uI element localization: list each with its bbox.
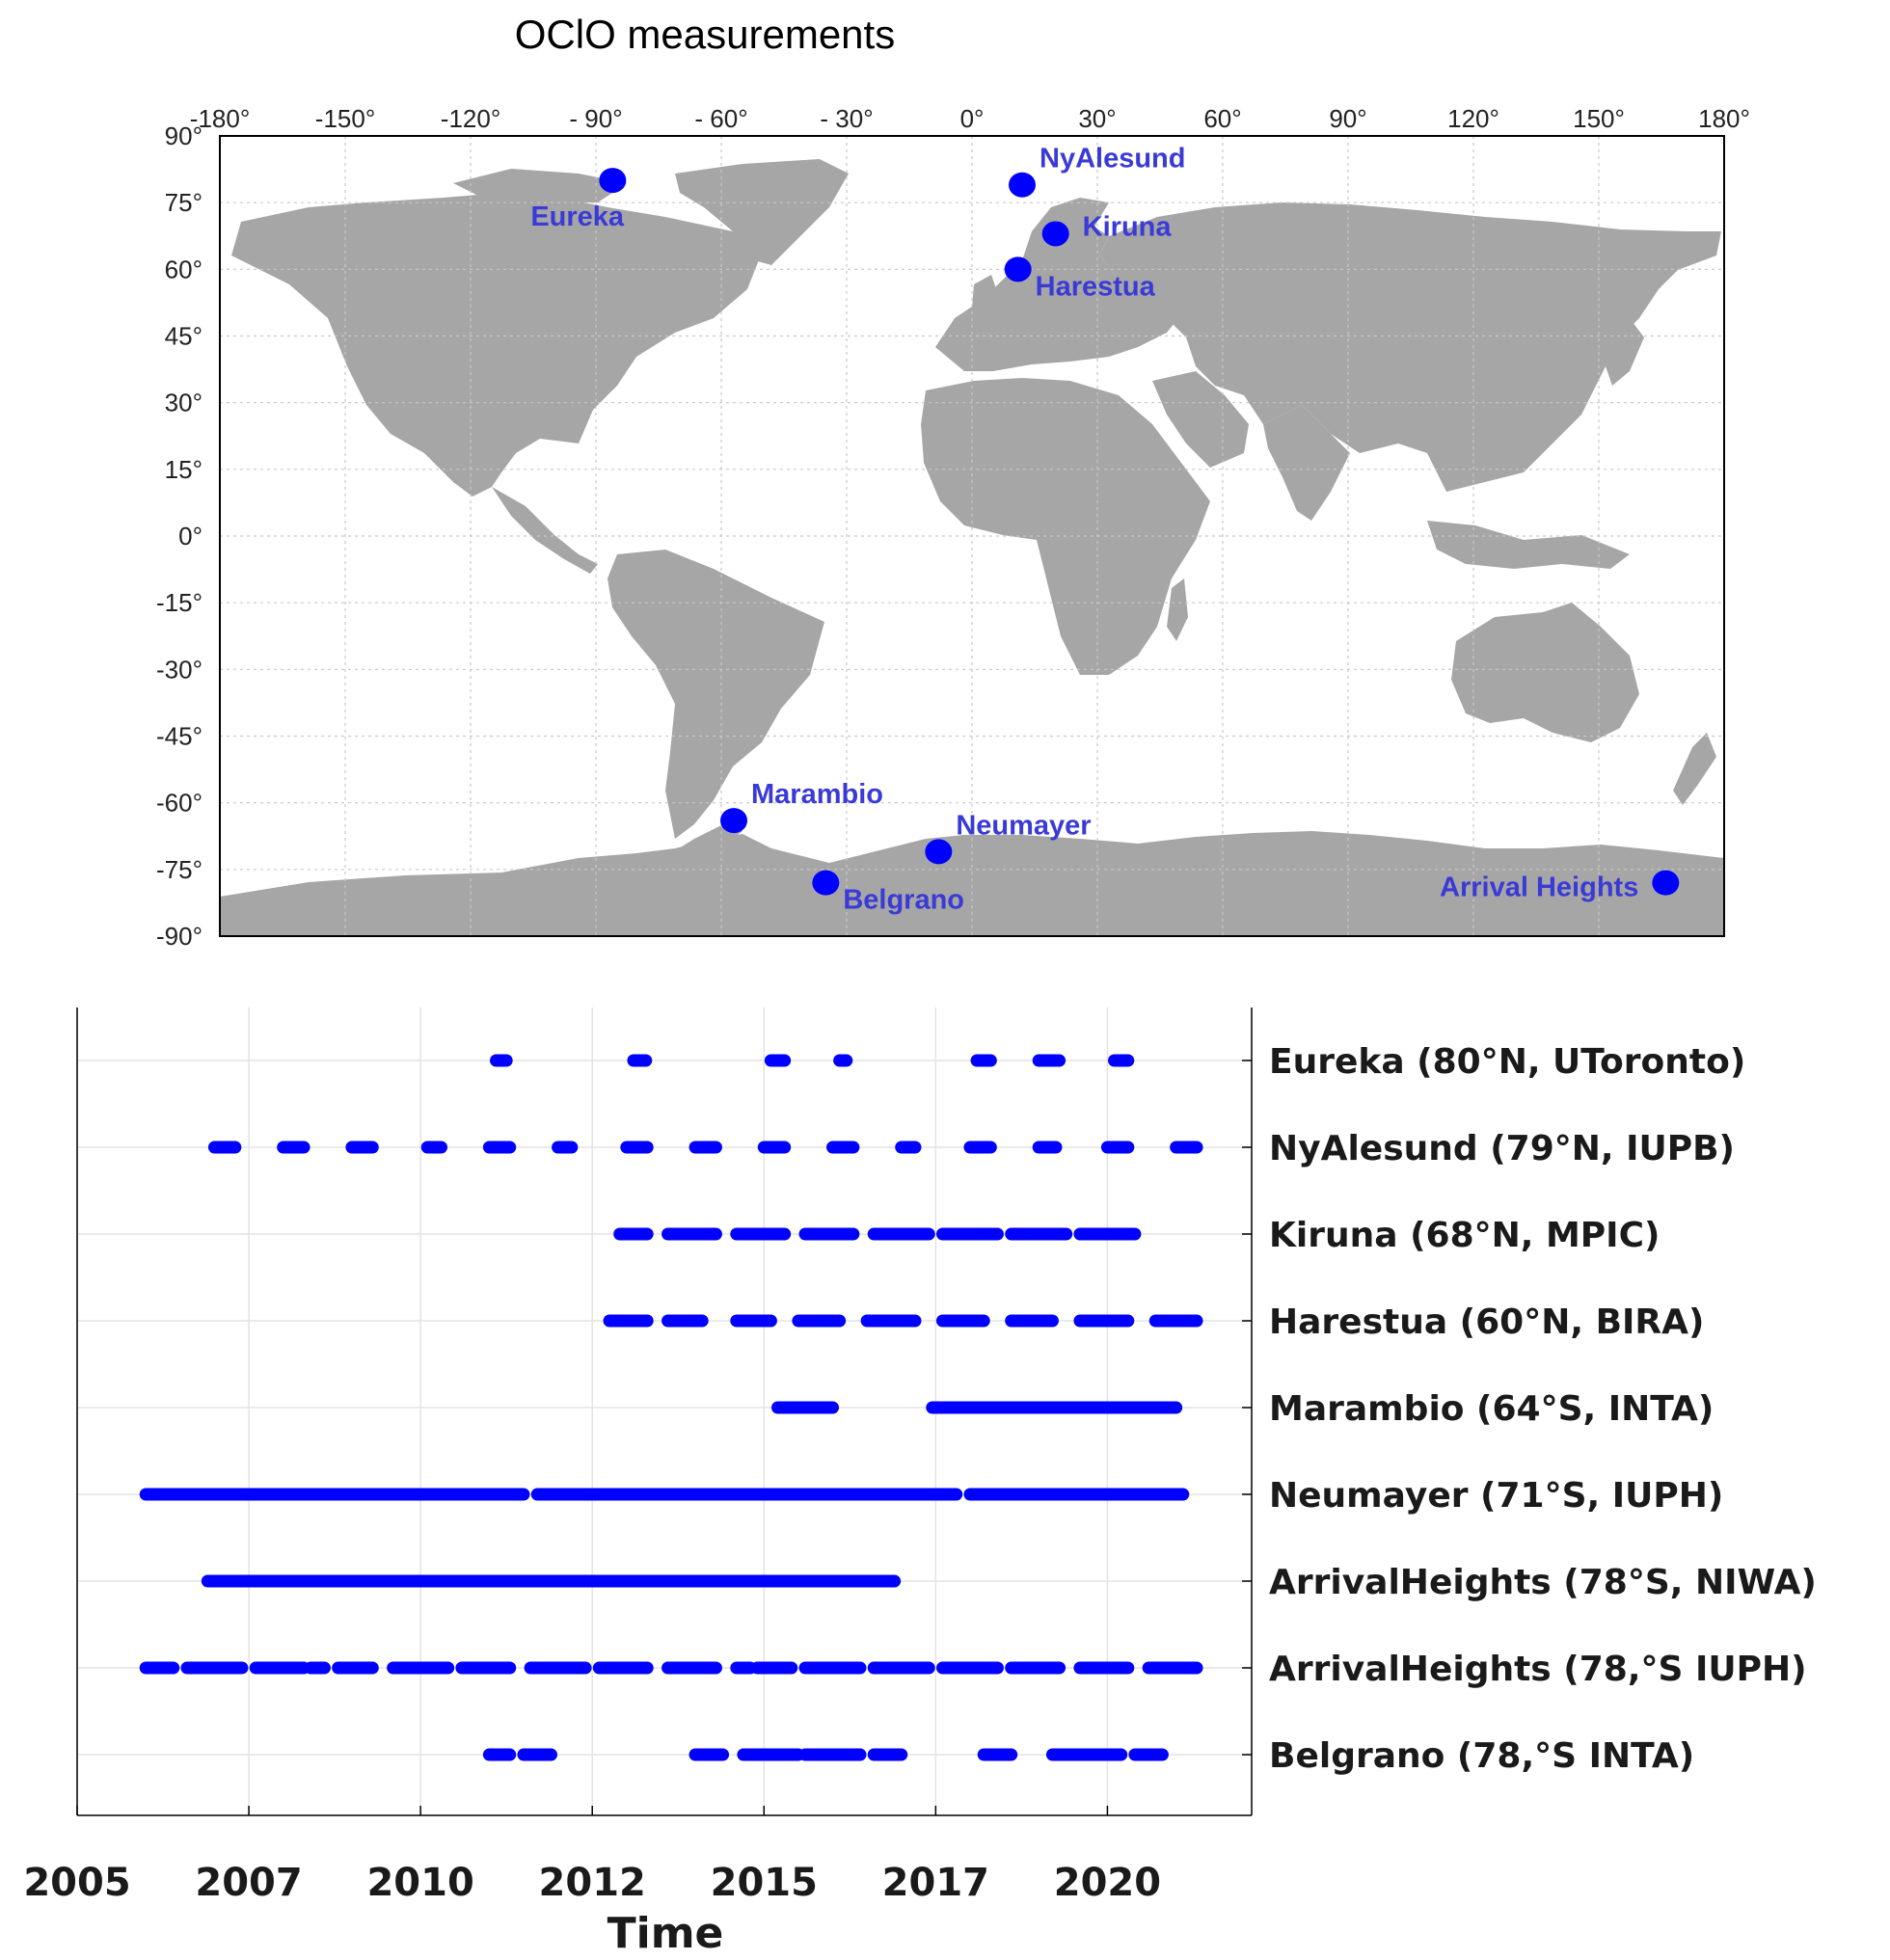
timeline-station-label: Marambio (64°S, INTA) xyxy=(1269,1389,1714,1429)
map-frame xyxy=(219,135,1725,937)
timeline-tick-label: 2007 xyxy=(195,1861,302,1905)
map-stations: Eureka NyAlesund Kiruna Harestua Marambio Neu… xyxy=(530,144,1680,916)
timeline-station-labels: Eureka (80°N, UToronto) NyAlesund (79°N, … xyxy=(1242,1042,1817,1776)
timeline-station-label: ArrivalHeights (78,°S IUPH) xyxy=(1269,1650,1807,1689)
map-latitude-tick-label: -60° xyxy=(156,789,202,818)
station-marker xyxy=(812,870,840,896)
map-longitude-tick-label: -150° xyxy=(315,104,375,133)
map-latitude-tick-label: -75° xyxy=(156,855,202,884)
map-latitude-tick-label: 60° xyxy=(165,255,202,283)
map-latitude-tick-label: 30° xyxy=(165,389,202,417)
map-latitude-tick-label: 90° xyxy=(165,121,202,150)
station-marker xyxy=(925,839,953,865)
land-madagascar xyxy=(1167,578,1188,641)
land-south-america xyxy=(608,550,824,839)
station-label: Harestua xyxy=(1036,271,1156,302)
map-latitude-tick-label: 15° xyxy=(165,455,202,484)
map-latitude-tick-label: -30° xyxy=(156,655,202,684)
land-europe xyxy=(935,224,1186,371)
map-longitude-tick-label: 30° xyxy=(1078,104,1116,133)
map-latitude-ticks: 90° 75° 60° 45° 30° 15° 0° -15° -30° -45° -60° -75°… xyxy=(156,121,202,951)
timeline-station-label: Neumayer (71°S, IUPH) xyxy=(1269,1476,1723,1516)
station-marker xyxy=(1041,221,1069,247)
station-marker xyxy=(1652,870,1680,896)
land-arctic-archipelago xyxy=(453,169,627,202)
station-map: -180° -150° -120° - 90° - 60° - 30° 0° 30° 60° 90… xyxy=(156,104,1750,951)
map-longitude-tick-label: - 90° xyxy=(569,104,622,133)
land-japan xyxy=(1606,318,1644,386)
station-label: Eureka xyxy=(530,201,625,232)
station-marker xyxy=(599,168,627,194)
timeline-tick-label: 2015 xyxy=(711,1861,818,1905)
timeline-station-label: NyAlesund (79°N, IUPB) xyxy=(1269,1129,1735,1168)
timeline-station-label: Belgrano (78,°S INTA) xyxy=(1269,1736,1694,1776)
land-india xyxy=(1263,405,1350,521)
land-africa xyxy=(921,378,1210,675)
map-longitude-tick-label: 120° xyxy=(1447,104,1499,133)
chart-title: OClO measurements xyxy=(514,12,896,57)
map-latitude-tick-label: 75° xyxy=(165,188,202,217)
map-longitude-ticks: -180° -150° -120° - 90° - 60° - 30° 0° 30° 60° 90… xyxy=(190,104,1750,133)
timeline-tick-label: 2020 xyxy=(1054,1861,1161,1905)
timeline-tick-label: 2012 xyxy=(539,1861,646,1905)
station-marker xyxy=(1004,256,1032,282)
map-longitude-tick-label: 90° xyxy=(1329,104,1366,133)
map-longitude-tick-label: 0° xyxy=(960,104,985,133)
land-uk xyxy=(972,275,998,313)
map-longitude-tick-label: 150° xyxy=(1573,104,1625,133)
map-latitude-tick-label: -45° xyxy=(156,722,202,751)
land-asia xyxy=(1099,202,1721,492)
timeline-x-axis-label: Time xyxy=(608,1909,724,1958)
timeline-station-label: ArrivalHeights (78°S, NIWA) xyxy=(1269,1563,1817,1602)
timeline-tick-label: 2010 xyxy=(366,1861,473,1905)
map-latitude-tick-label: 0° xyxy=(178,522,202,550)
map-latitude-tick-label: -90° xyxy=(156,922,202,951)
map-latitude-tick-label: -15° xyxy=(156,588,202,617)
station-label: Belgrano xyxy=(843,885,964,916)
map-longitude-tick-label: -120° xyxy=(441,104,500,133)
land-greenland xyxy=(675,159,849,265)
land-antarctic-peninsula xyxy=(656,824,742,868)
station-label: Neumayer xyxy=(956,810,1091,841)
land-central-america xyxy=(492,487,598,574)
measurement-timeline: 2005 2007 2010 2012 2015 2017 2020 Eureka (80°… xyxy=(23,1007,1817,1958)
station-label: Kiruna xyxy=(1083,211,1173,242)
timeline-measurement-segments xyxy=(139,1054,1203,1761)
map-latitude-tick-label: 45° xyxy=(165,322,202,351)
timeline-tick-label: 2017 xyxy=(882,1861,989,1905)
timeline-station-label: Kiruna (68°N, MPIC) xyxy=(1269,1216,1660,1255)
land-australia xyxy=(1451,603,1639,742)
land-southeast-asia-islands xyxy=(1427,521,1630,569)
map-longitude-tick-label: 60° xyxy=(1203,104,1241,133)
land-antarctica xyxy=(220,831,1724,936)
timeline-tick-label: 2005 xyxy=(23,1861,130,1905)
station-marker xyxy=(1009,172,1036,198)
timeline-station-label: Eureka (80°N, UToronto) xyxy=(1269,1042,1745,1082)
timeline-station-label: Harestua (60°N, BIRA) xyxy=(1269,1302,1704,1342)
timeline-time-ticks: 2005 2007 2010 2012 2015 2017 2020 xyxy=(23,1806,1161,1905)
station-marker xyxy=(720,808,747,834)
map-gridlines xyxy=(220,136,1724,936)
station-label: Arrival Heights xyxy=(1440,873,1638,903)
land-arabia xyxy=(1152,371,1249,468)
land-new-zealand xyxy=(1673,733,1716,805)
map-land xyxy=(220,159,1724,936)
station-label: Marambio xyxy=(751,779,883,810)
map-longitude-tick-label: -180° xyxy=(190,104,250,133)
station-label: NyAlesund xyxy=(1040,144,1185,175)
map-longitude-tick-label: 180° xyxy=(1698,104,1750,133)
map-longitude-tick-label: - 60° xyxy=(694,104,747,133)
map-longitude-tick-label: - 30° xyxy=(820,104,873,133)
